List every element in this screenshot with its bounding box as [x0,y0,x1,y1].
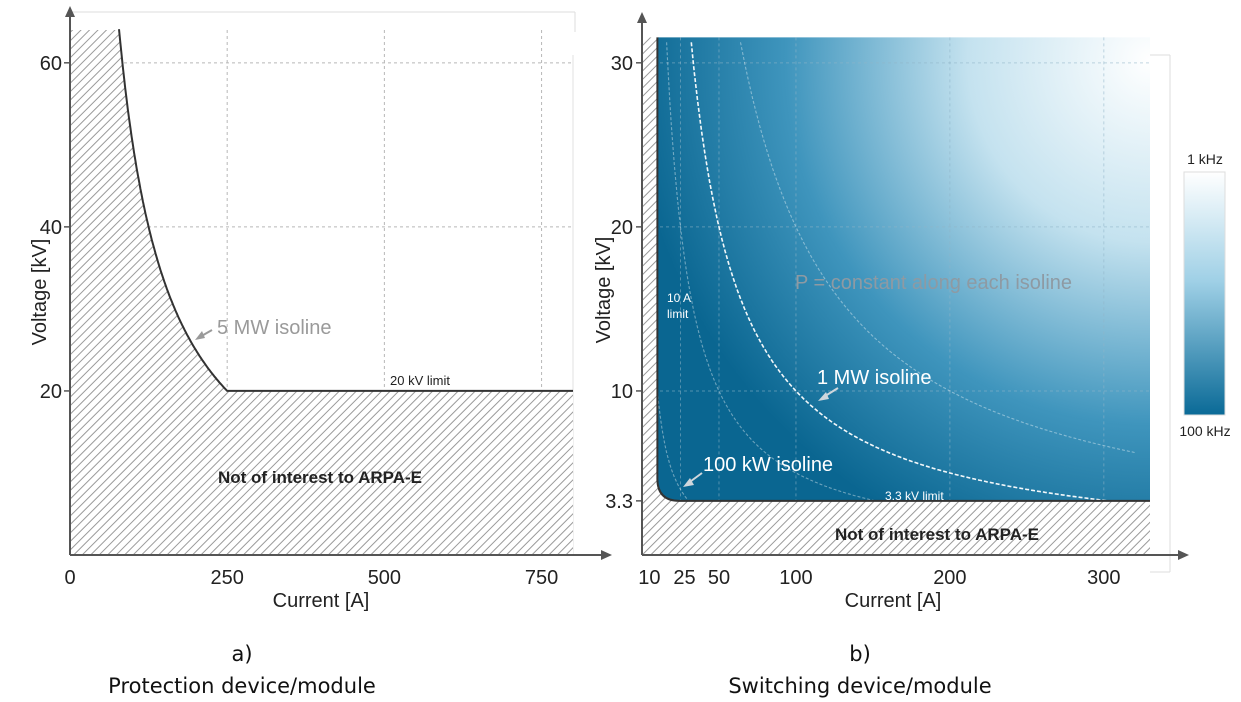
panel-b-y-axis-label: Voltage [kV] [593,237,615,344]
panel-a-y-tick-label: 40 [40,217,62,239]
panel-b-frame [1150,54,1171,573]
panel-b-10a-limit-line1: 10 A [667,291,691,305]
panel-a-tag: a) [231,642,253,666]
panel-b-1mw-callout: 1 MW isoline [817,367,931,401]
panel-a-x-tick-label: 250 [211,567,244,589]
panel-a-boundary-line [118,29,573,392]
panel-b-excluded-label: Not of interest to ARPA-E [835,525,1039,544]
panel-a-y-tick-label: 20 [40,381,62,403]
panel-b: 10 25 50 100 200 300 3.3 10 20 30 Current [A] Vo… [593,12,1231,612]
panel-b-grid [642,37,1150,555]
panel-b-excluded-region [642,37,1150,556]
panel-b-isoline [739,42,1135,454]
panel-b-isoline-note: P = constant along each isoline [795,272,1072,294]
panel-a-isoline-label: 5 MW isoline [217,317,331,339]
panel-b-1mw-label: 1 MW isoline [817,367,931,389]
panel-b-boundary-line [656,37,1150,502]
panel-b-isoline [656,390,689,501]
panel-b-3.3kv-limit-label: 3.3 kV limit [885,489,944,503]
panel-b-10a-limit-line2: limit [667,307,689,321]
panel-a-caption: Protection device/module [108,674,376,698]
panel-b-axes [637,12,1189,560]
panel-b-colorbar: 1 kHz 100 kHz [1179,151,1230,439]
panel-b-100kw-callout: 100 kW isoline [683,454,833,487]
panel-a-excluded-region [70,30,573,555]
panel-b-y-tick-label: 20 [611,217,633,239]
panel-a-excluded-label: Not of interest to ARPA-E [218,468,422,487]
panel-a-y-tick-labels: 20 40 60 [40,53,70,403]
panel-b-isolines [656,42,1135,502]
panel-a: 0 250 500 750 20 40 60 Current [A] Voltage [k… [29,6,612,612]
panel-a-x-tick-labels: 0 250 500 750 [64,567,558,589]
panel-b-x-tick-label: 300 [1087,567,1120,589]
panel-a-x-tick-label: 0 [64,567,75,589]
panel-a-x-tick-label: 500 [368,567,401,589]
colorbar-top-label: 1 kHz [1187,151,1223,167]
panel-a-y-tick-label: 60 [40,53,62,75]
panel-b-x-tick-label: 200 [933,567,966,589]
panel-a-x-axis-label: Current [A] [273,590,370,612]
panel-b-y-tick-label: 30 [611,53,633,75]
panel-b-caption: Switching device/module [728,674,992,698]
panel-a-y-axis-label: Voltage [kV] [29,239,51,346]
panel-b-x-axis-label: Current [A] [845,590,942,612]
panel-b-x-tick-label: 25 [673,567,695,589]
panel-b-heatmap [658,37,1150,501]
panel-b-x-tick-label: 10 [638,567,660,589]
panel-b-x-tick-label: 100 [779,567,812,589]
panel-b-x-tick-label: 50 [708,567,730,589]
panel-b-y-tick-labels: 3.3 10 20 30 [605,53,642,513]
panel-b-isoline [690,42,1109,502]
panel-b-y-tick-label: 3.3 [605,491,633,513]
panel-a-axes [65,6,612,560]
panel-a-isoline-callout: 5 MW isoline [195,317,331,340]
panel-b-isoline [666,42,875,502]
panel-b-y-tick-label: 10 [611,381,633,403]
colorbar-bottom-label: 100 kHz [1179,423,1230,439]
panel-b-x-tick-labels: 10 25 50 100 200 300 [638,567,1120,589]
colorbar-gradient [1183,171,1226,416]
panel-b-100kw-label: 100 kW isoline [703,454,833,476]
panel-b-tag: b) [849,642,871,666]
panel-a-20kv-limit-label: 20 kV limit [390,373,450,388]
panel-a-x-tick-label: 750 [525,567,558,589]
